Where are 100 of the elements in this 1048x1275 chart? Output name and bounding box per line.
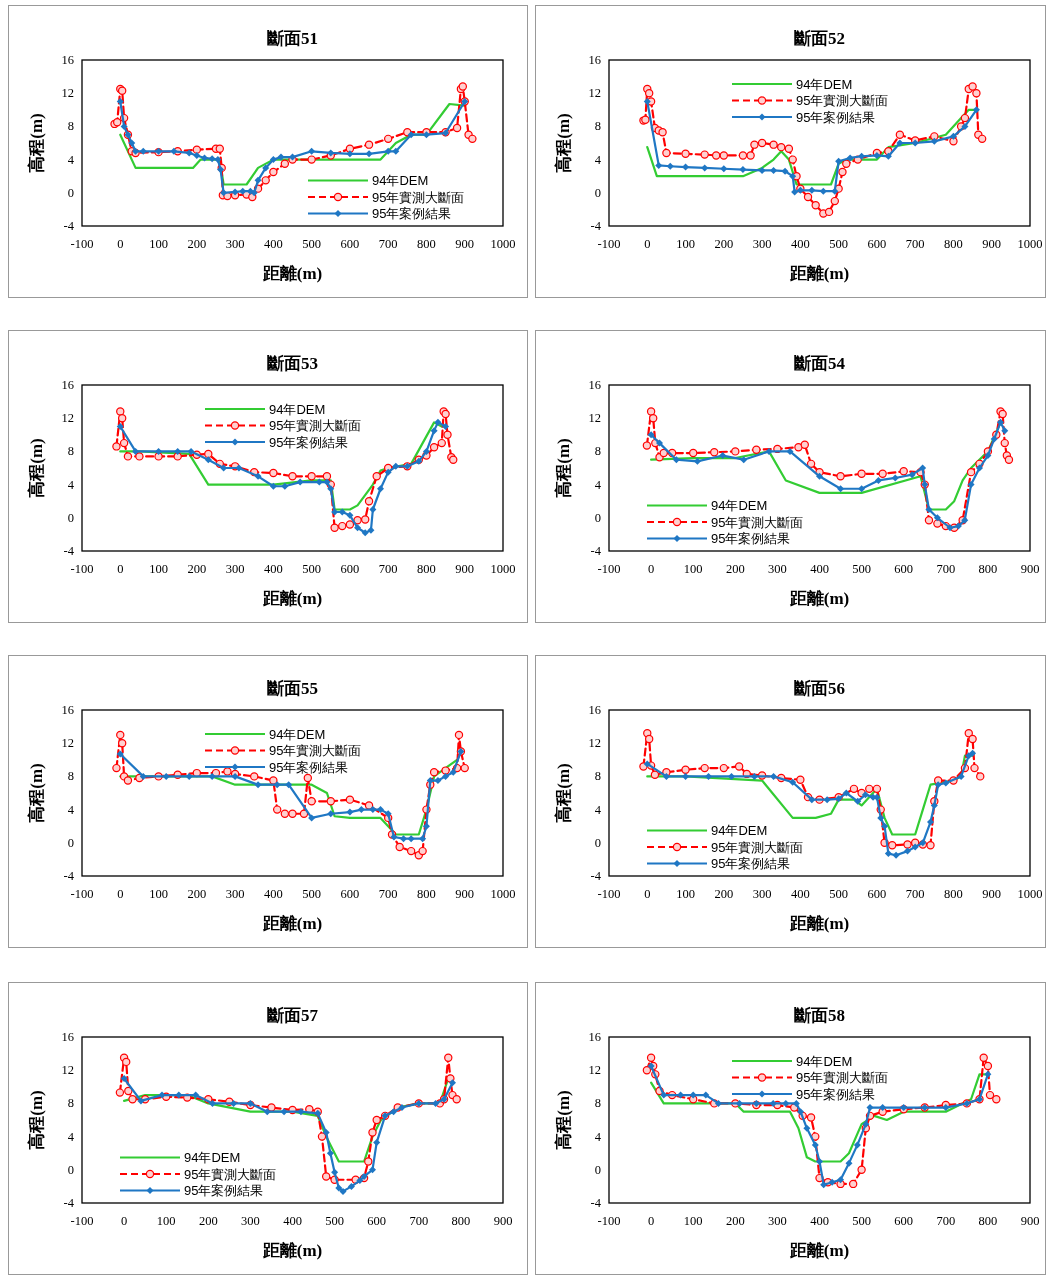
y-tick-label: 12 [588,86,601,101]
chart-title: 斷面55 [267,679,318,698]
y-tick-label: 0 [67,185,74,200]
x-tick-label: 400 [263,237,283,251]
y-tick-label: 4 [594,152,602,167]
x-tick-label: 1000 [1017,887,1043,901]
y-tick-label: 4 [594,477,602,492]
x-tick-label: 1000 [490,562,516,576]
x-tick-label: 0 [647,1214,655,1228]
y-tick-label: 16 [588,703,601,717]
y-axis-title: 高程(m) [554,1090,573,1150]
x-tick-label: 800 [944,887,963,901]
x-tick-label: -100 [597,887,621,901]
x-tick-label: 500 [325,1214,344,1228]
x-tick-label: 200 [725,1214,745,1228]
x-tick-label: 1000 [490,887,516,901]
x-axis-title: 距離(m) [788,1241,850,1260]
x-tick-label: 700 [905,237,925,251]
y-tick-label: 4 [67,802,75,817]
x-tick-label: 0 [117,237,124,251]
y-tick-label: 0 [67,1162,74,1177]
x-tick-label: 600 [894,1214,914,1228]
x-tick-label: 900 [982,887,1002,901]
x-tick-label: 200 [714,887,734,901]
legend-label: 95年實測大斷面 [269,418,362,433]
y-tick-label: 16 [61,53,74,67]
legend-label: 95年實測大斷面 [184,1166,277,1182]
y-tick-label: 0 [594,1162,601,1177]
y-axis-title: 高程(m) [27,763,46,823]
x-tick-label: 900 [1020,1214,1040,1228]
y-tick-label: 16 [588,53,601,67]
x-tick-label: 500 [829,237,849,251]
y-axis-title: 高程(m) [27,438,46,498]
y-tick-label: 8 [67,444,74,459]
x-axis-title: 距離(m) [788,914,850,933]
x-tick-label: 300 [752,887,772,901]
legend-label: 94年DEM [796,1053,853,1069]
y-tick-label: 0 [67,510,74,525]
y-tick-label: -4 [590,1196,602,1210]
legend-label: 95年案例結果 [184,1183,264,1198]
x-axis-title: 距離(m) [788,589,850,608]
x-tick-label: 0 [120,1214,128,1228]
y-tick-label: 12 [588,736,601,751]
y-tick-label: 16 [61,703,74,717]
x-tick-label: 200 [187,562,207,576]
legend-label: 95年案例結果 [711,531,791,546]
chart-title: 斷面54 [794,354,846,373]
legend-label: 95年實測大斷面 [269,743,362,758]
y-axis-title: 高程(m) [27,113,46,173]
x-tick-label: 900 [455,562,475,576]
x-tick-label: 700 [936,562,956,576]
x-tick-label: 500 [302,237,322,251]
x-tick-label: 600 [867,887,887,901]
x-tick-label: 400 [263,562,283,576]
y-tick-label: 0 [594,185,601,200]
y-axis-title: 高程(m) [554,763,573,823]
x-tick-label: 100 [149,237,168,251]
x-tick-label: 100 [156,1214,176,1228]
legend-label: 95年案例結果 [796,1086,876,1102]
legend-label: 94年DEM [184,1150,241,1165]
x-tick-label: 800 [417,237,436,251]
legend-label: 95年案例結果 [269,759,349,775]
x-tick-label: 200 [714,237,734,251]
chart-title: 斷面57 [267,1006,319,1025]
x-tick-label: 600 [340,562,360,576]
x-tick-label: 300 [225,887,245,901]
x-tick-label: 400 [263,887,283,901]
x-tick-label: 900 [493,1214,513,1228]
x-tick-label: 900 [1020,562,1040,576]
x-tick-label: 200 [187,237,207,251]
x-axis-title: 距離(m) [261,914,323,933]
y-axis-title: 高程(m) [554,113,573,173]
x-tick-label: 600 [867,237,887,251]
chart-title: 斷面51 [267,29,318,48]
x-tick-label: 800 [978,1214,998,1228]
x-tick-label: 500 [302,887,322,901]
x-axis-title: 距離(m) [261,1241,323,1260]
x-tick-label: -100 [597,1214,621,1228]
legend-label: 94年DEM [796,76,853,92]
y-tick-label: 16 [588,378,601,392]
x-tick-label: 800 [451,1214,471,1228]
y-tick-label: 4 [67,152,75,167]
x-tick-label: 900 [455,887,475,901]
legend-label: 94年DEM [269,726,326,742]
legend-label: 95年實測大斷面 [796,1070,889,1085]
x-tick-label: 100 [149,887,168,901]
x-tick-label: 0 [117,562,124,576]
y-tick-label: 8 [594,119,601,134]
x-tick-label: 800 [417,887,436,901]
x-tick-label: 600 [340,887,360,901]
chart-title: 斷面58 [794,1006,845,1025]
x-tick-label: 700 [936,1214,956,1228]
x-tick-label: 800 [978,562,998,576]
x-axis-title: 距離(m) [261,264,323,283]
x-tick-label: 300 [752,237,772,251]
x-tick-label: 600 [367,1214,387,1228]
x-tick-label: 100 [683,562,703,576]
x-tick-label: 1000 [1017,237,1043,251]
x-tick-label: 100 [683,1214,703,1228]
x-tick-label: 700 [905,887,925,901]
